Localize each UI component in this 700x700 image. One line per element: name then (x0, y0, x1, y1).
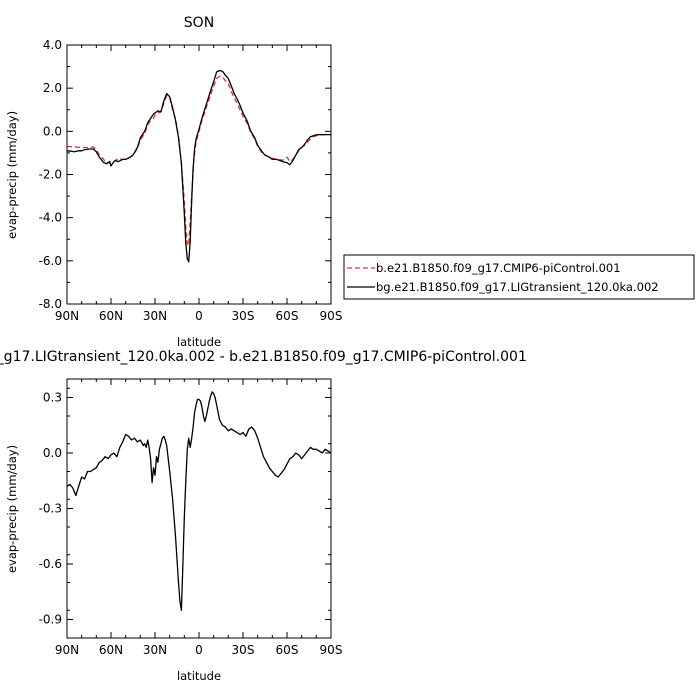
top-x-tick-label: 90N (55, 309, 79, 323)
top-y-tick-label: -2.0 (39, 168, 62, 182)
bottom-x-tick-label: 90S (320, 643, 343, 657)
bottom-y-tick-label: -0.3 (39, 502, 62, 516)
bottom-x-tick-label: 30S (232, 643, 255, 657)
bottom-y-tick-label: -0.9 (39, 613, 62, 627)
top-x-tick-label: 30N (143, 309, 167, 323)
bottom-y-tick-label: 0.3 (43, 391, 62, 405)
legend-box (343, 254, 695, 300)
bottom-x-tick-label: 30N (143, 643, 167, 657)
top-y-tick-label: -4.0 (39, 211, 62, 225)
top-x-tick-label: 90S (320, 309, 343, 323)
top-x-tick-label: 60S (276, 309, 299, 323)
bottom-x-tick-label: 60N (99, 643, 123, 657)
bottom-x-tick-label: 90N (55, 643, 79, 657)
top-chart-title: SON (184, 15, 214, 31)
bottom-chart-panel: bg.e21.B1850.f09_g17.LIGtransient_120.0k… (0, 349, 527, 683)
bottom-chart-ylabel: evap-precip (mm/day) (5, 445, 19, 573)
bottom-chart-title: bg.e21.B1850.f09_g17.LIGtransient_120.0k… (0, 349, 527, 365)
bottom-x-tick-label: 0 (195, 643, 203, 657)
top-series-line-0 (66, 75, 331, 247)
top-plot-frame (66, 44, 332, 305)
top-chart-ylabel: evap-precip (mm/day) (5, 111, 19, 239)
bottom-series-line-0 (66, 391, 332, 611)
top-chart-xlabel: latitude (177, 335, 221, 349)
top-y-tick-label: -8.0 (39, 297, 62, 311)
bottom-y-tick-label: 0.0 (43, 446, 62, 460)
bottom-y-tick-label: -0.6 (39, 557, 62, 571)
top-chart-panel: SON latitude evap-precip (mm/day) 90N 60N… (5, 15, 342, 349)
top-y-tick-label: -6.0 (39, 254, 62, 268)
top-y-tick-label: 0.0 (43, 124, 62, 138)
legend-label-piControl: b.e21.B1850.f09_g17.CMIP6-piControl.001 (376, 261, 621, 275)
top-x-tick-label: 0 (195, 309, 203, 323)
top-y-tick-label: 4.0 (43, 38, 62, 52)
bottom-plot-frame (66, 378, 332, 639)
legend-label-LIGtransient: bg.e21.B1850.f09_g17.LIGtransient_120.0k… (376, 280, 659, 294)
top-series-line-1 (66, 69, 331, 263)
top-x-tick-label: 30S (232, 309, 255, 323)
legend: b.e21.B1850.f09_g17.CMIP6-piControl.001 … (343, 254, 695, 300)
top-y-tick-label: 2.0 (43, 81, 62, 95)
bottom-chart-xlabel: latitude (177, 669, 221, 683)
bottom-x-tick-label: 60S (276, 643, 299, 657)
top-x-tick-label: 60N (99, 309, 123, 323)
